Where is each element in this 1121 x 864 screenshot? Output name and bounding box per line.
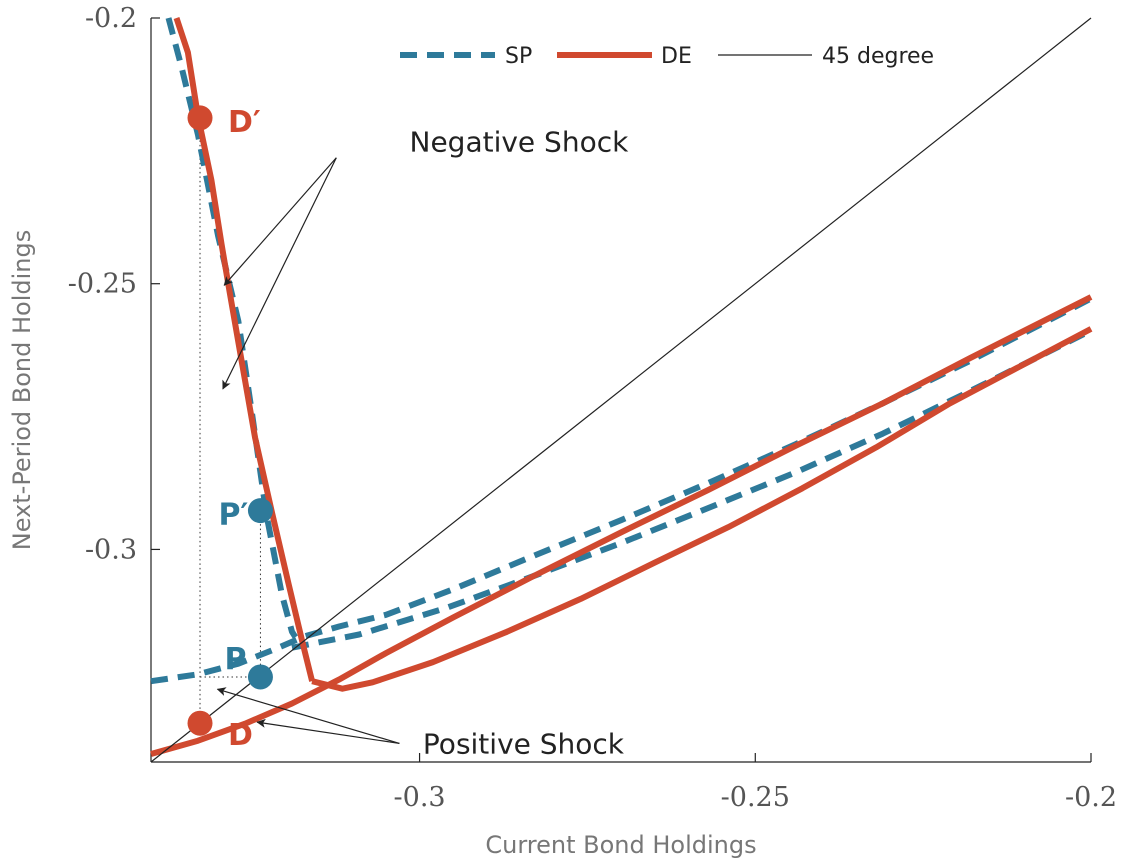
points: D′ P′ P D <box>187 105 273 753</box>
series-de-line <box>311 326 1093 692</box>
legend-item-45-degree: 45 degree <box>718 44 934 69</box>
annotation-arrow <box>216 687 400 744</box>
x-tick-label: -0.2 <box>1065 782 1117 813</box>
series-de-line <box>150 294 1093 757</box>
point-p <box>247 664 273 690</box>
x-tick-label: -0.25 <box>721 782 790 813</box>
series-de-line <box>173 17 316 682</box>
y-tick-label: -0.2 <box>85 3 137 34</box>
y-axis-label: Next-Period Bond Holdings <box>8 230 36 551</box>
annotations: Negative Shock Positive Shock <box>216 125 630 760</box>
series-sp-line <box>150 295 1093 685</box>
axes <box>150 18 1091 763</box>
point-label-p: P <box>224 642 246 677</box>
legend-item-de: DE <box>557 44 692 69</box>
x-axis-label: Current Bond Holdings <box>485 831 756 859</box>
series <box>150 17 1093 763</box>
legend-label-45-degree: 45 degree <box>822 44 934 69</box>
legend-item-sp: SP <box>400 44 532 69</box>
point-p-prime <box>247 498 273 524</box>
y-tick-label: -0.25 <box>68 269 137 300</box>
point-label-d: D <box>228 718 253 753</box>
y-tick-label: -0.3 <box>85 534 137 565</box>
ticks: -0.3 -0.25 -0.2 -0.2 -0.25 -0.3 <box>68 3 1117 813</box>
point-d-prime <box>187 105 213 131</box>
legend-label-de: DE <box>661 44 692 69</box>
point-d <box>187 710 213 736</box>
legend-label-sp: SP <box>505 44 532 69</box>
legend: SP DE 45 degree <box>400 44 934 69</box>
annotation-arrow <box>256 718 400 744</box>
point-label-p-prime: P′ <box>218 498 248 533</box>
annotation-negative-shock: Negative Shock <box>410 125 630 158</box>
annotation-arrow <box>222 157 337 390</box>
annotation-positive-shock: Positive Shock <box>423 727 625 760</box>
annotation-arrow <box>223 157 337 286</box>
series-45-degree-line <box>150 17 1092 763</box>
series-sp-line <box>291 327 1093 651</box>
point-label-d-prime: D′ <box>228 105 261 140</box>
x-tick-label: -0.3 <box>394 782 446 813</box>
